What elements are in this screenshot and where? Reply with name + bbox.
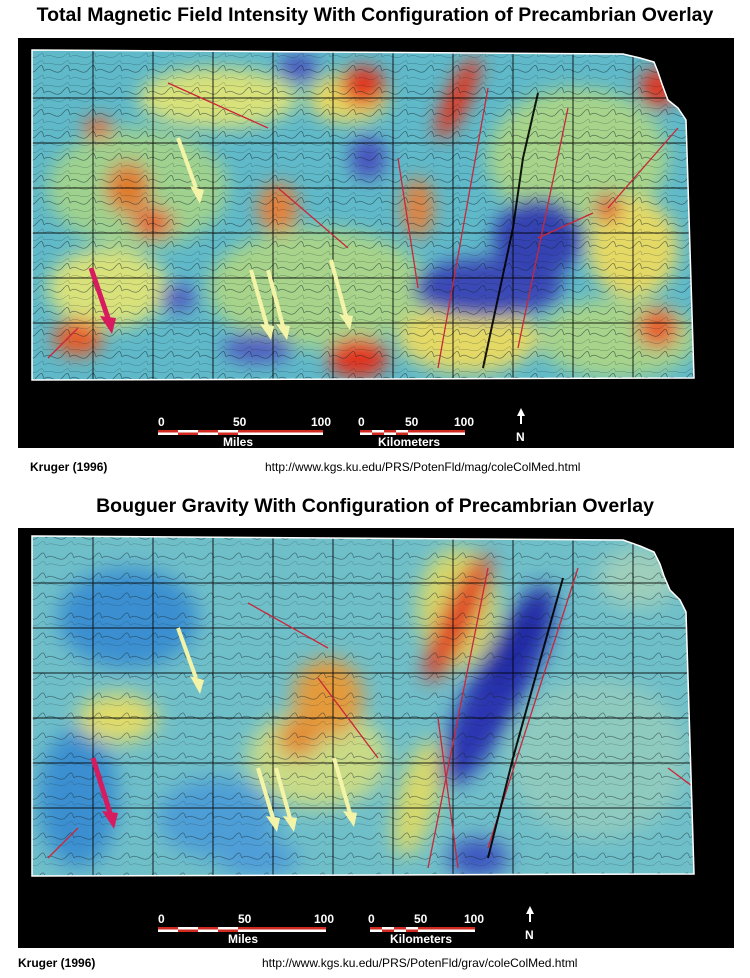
gravity-scale-bars: 0 50 100 Miles 0 50 100 Kilometers N: [158, 906, 534, 946]
miles-tick-0: 0: [158, 912, 165, 926]
gravity-map-image: 0 50 100 Miles 0 50 100 Kilometers N: [31, 535, 695, 946]
gravity-map-panel: 0 50 100 Miles 0 50 100 Kilometers N: [18, 528, 734, 948]
miles-tick-50: 50: [233, 415, 247, 429]
miles-tick-100: 100: [311, 415, 331, 429]
magnetic-map-panel: 0 50 100 Miles 0 50 100 Kilometers N: [18, 38, 734, 448]
north-label: N: [516, 430, 525, 444]
km-tick-50: 50: [414, 912, 428, 926]
km-tick-50: 50: [405, 415, 419, 429]
km-tick-0: 0: [368, 912, 375, 926]
km-label: Kilometers: [390, 932, 452, 946]
miles-label: Miles: [223, 435, 253, 448]
gravity-map-title: Bouguer Gravity With Configuration of Pr…: [96, 495, 654, 517]
yellow-arrows: [176, 137, 353, 340]
north-label: N: [525, 928, 534, 942]
magnetic-map-image: 0 50 100 Miles 0 50 100 Kilometers N: [31, 49, 695, 448]
magnetic-map-title: Total Magnetic Field Intensity With Conf…: [36, 4, 714, 26]
miles-tick-0: 0: [158, 415, 165, 429]
yellow-arrows: [176, 627, 357, 832]
km-tick-100: 100: [454, 415, 474, 429]
km-tick-0: 0: [358, 415, 365, 429]
gravity-source: Kruger (1996): [18, 956, 96, 970]
red-arrow: [90, 757, 118, 829]
miles-tick-50: 50: [238, 912, 252, 926]
gravity-url: http://www.kgs.ku.edu/PRS/PotenFld/grav/…: [262, 956, 578, 970]
red-arrow: [88, 267, 116, 334]
magnetic-scale-bars: 0 50 100 Miles 0 50 100 Kilometers N: [158, 408, 525, 448]
magnetic-source: Kruger (1996): [30, 460, 108, 474]
miles-tick-100: 100: [314, 912, 334, 926]
km-label: Kilometers: [378, 435, 440, 448]
miles-label: Miles: [228, 932, 258, 946]
magnetic-url: http://www.kgs.ku.edu/PRS/PotenFld/mag/c…: [265, 460, 581, 474]
km-tick-100: 100: [464, 912, 484, 926]
